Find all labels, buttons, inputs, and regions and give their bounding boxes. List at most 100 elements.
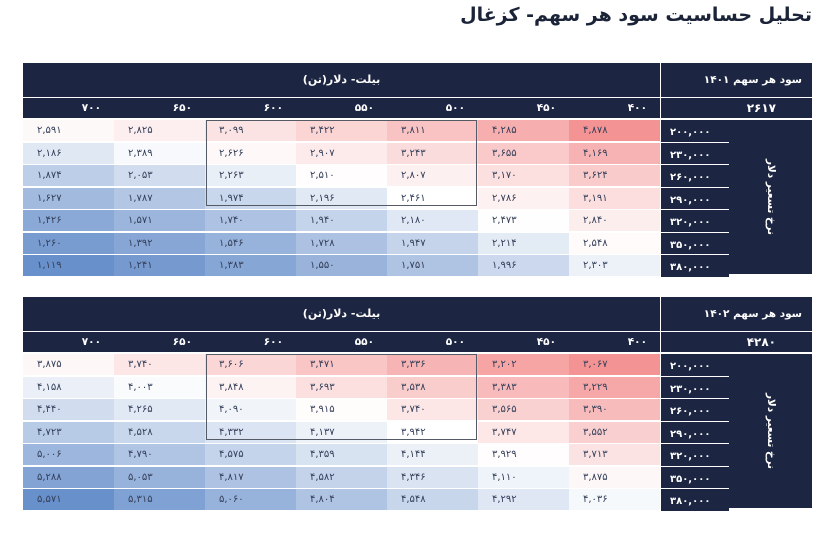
row-header: ۲۳۰,۰۰۰ [661,376,729,399]
data-cell: ۲,۳۰۳ [569,255,660,276]
data-cell: ۳,۴۷۱ [296,354,387,375]
row-separator [661,141,729,143]
data-cell: ۴,۷۲۳ [23,421,114,443]
data-cell: ۴,۱۴۴ [387,444,478,465]
data-cell: ۴,۳۳۲ [205,421,296,443]
data-cell: ۱,۱۱۹ [23,255,114,276]
column-header: ۶۰۰ [205,98,296,118]
data-cell: ۴,۸۱۷ [205,466,296,488]
data-cell: ۲,۱۹۶ [296,187,387,209]
row-separator [661,420,729,422]
row-axis-title-text: نرخ تسعیر دلار [764,393,777,469]
row-header: ۳۵۰,۰۰۰ [661,466,729,489]
row-separator [661,231,729,233]
data-cell: ۳,۲۰۲ [478,354,569,375]
data-cell: ۲,۸۲۵ [114,120,205,141]
data-cell: ۳,۹۲۹ [478,444,569,465]
column-axis-title: بیلت- دلار(تن) [23,63,660,97]
data-cell: ۲,۶۲۶ [205,142,296,164]
data-cell: ۱,۵۴۶ [205,232,296,254]
data-cell: ۲,۲۶۳ [205,165,296,186]
data-cell: ۴,۳۵۹ [296,444,387,465]
data-cell: ۱,۳۹۲ [114,232,205,254]
column-header: ۵۵۰ [296,332,387,352]
data-cell: ۴,۳۴۶ [387,466,478,488]
data-cell: ۱,۳۸۳ [205,255,296,276]
data-cell: ۲,۴۶۱ [387,187,478,209]
data-cell: ۱,۵۷۱ [114,210,205,231]
row-separator [661,164,729,165]
data-cell: ۴,۱۶۹ [569,142,660,164]
data-cell: ۱,۵۵۰ [296,255,387,276]
data-cell: ۱,۹۷۴ [205,187,296,209]
column-header: ۵۵۰ [296,98,387,118]
data-cell: ۴,۴۴۰ [23,399,114,420]
eps-table-1401: بیلت- دلار(تن) سود هر سهم ۱۴۰۱ ۷۰۰ ۶۵۰ ۶۰۰ ۵۵… [23,63,812,277]
data-cell: ۱,۶۲۷ [23,187,114,209]
data-cell: ۵,۰۶۰ [205,489,296,510]
data-cell: ۵,۵۷۱ [23,489,114,510]
data-cell: ۴,۵۴۸ [387,489,478,510]
base-case-highlight-box [206,354,477,440]
column-header: ۵۰۰ [387,332,478,352]
data-cell: ۴,۱۱۰ [478,466,569,488]
row-separator [661,254,729,255]
data-cell: ۱,۹۴۰ [296,210,387,231]
data-cell: ۳,۳۹۰ [569,399,660,420]
data-cell: ۱,۷۸۷ [114,187,205,209]
column-header: ۴۵۰ [478,98,569,118]
data-cell: ۵,۲۸۸ [23,466,114,488]
row-separator [661,398,729,399]
data-cell: ۲,۳۸۹ [114,142,205,164]
row-header: ۲۹۰,۰۰۰ [661,421,729,444]
data-cell: ۳,۷۱۳ [569,444,660,465]
column-header: ۴۰۰ [569,332,660,352]
eps-year-label: سود هر سهم ۱۴۰۲ [661,297,812,331]
data-cell: ۲,۷۸۶ [478,187,569,209]
data-cell: ۳,۸۴۸ [205,376,296,398]
data-cell: ۲,۵۹۱ [23,120,114,141]
row-header: ۳۸۰,۰۰۰ [661,255,729,277]
column-header: ۷۰۰ [23,98,114,118]
data-cell: ۳,۵۶۵ [478,399,569,420]
data-cell: ۵,۰۰۶ [23,444,114,465]
row-header: ۳۸۰,۰۰۰ [661,489,729,511]
data-cell: ۳,۶۵۵ [478,142,569,164]
data-cell: ۱,۴۲۶ [23,210,114,231]
row-header: ۲۶۰,۰۰۰ [661,399,729,421]
data-cell: ۴,۸۰۴ [296,489,387,510]
data-cell: ۱,۹۴۷ [387,232,478,254]
data-cell: ۳,۱۷۰ [478,165,569,186]
column-header: ۷۰۰ [23,332,114,352]
row-separator [661,375,729,377]
row-header: ۳۲۰,۰۰۰ [661,444,729,466]
data-cell: ۴,۲۹۲ [478,489,569,510]
row-header: ۲۶۰,۰۰۰ [661,165,729,187]
row-header: ۳۲۰,۰۰۰ [661,210,729,232]
data-cell: ۳,۸۱۱ [387,120,478,141]
row-separator [661,186,729,188]
data-cell: ۵,۰۵۳ [114,466,205,488]
data-cell: ۴,۰۰۳ [114,376,205,398]
data-cell: ۳,۶۰۶ [205,354,296,375]
data-cell: ۳,۹۱۵ [296,399,387,420]
column-header: ۶۰۰ [205,332,296,352]
data-cell: ۱,۷۲۸ [296,232,387,254]
data-cell: ۲,۴۷۳ [478,210,569,231]
data-cell: ۳,۰۹۹ [205,120,296,141]
data-cell: ۳,۵۵۲ [569,421,660,443]
data-cell: ۲,۰۵۳ [114,165,205,186]
data-cell: ۲,۲۱۴ [478,232,569,254]
data-cell: ۳,۱۹۱ [569,187,660,209]
data-cell: ۳,۸۷۵ [23,354,114,375]
base-case-highlight-box [206,120,477,206]
column-header: ۶۵۰ [114,332,205,352]
data-cell: ۴,۲۸۵ [478,120,569,141]
row-separator [661,488,729,489]
data-cell: ۱,۷۴۰ [205,210,296,231]
data-cell: ۳,۶۲۴ [569,165,660,186]
row-separator [661,443,729,444]
data-cell: ۲,۸۰۷ [387,165,478,186]
data-cell: ۱,۸۷۴ [23,165,114,186]
row-header: ۲۰۰,۰۰۰ [661,120,729,142]
